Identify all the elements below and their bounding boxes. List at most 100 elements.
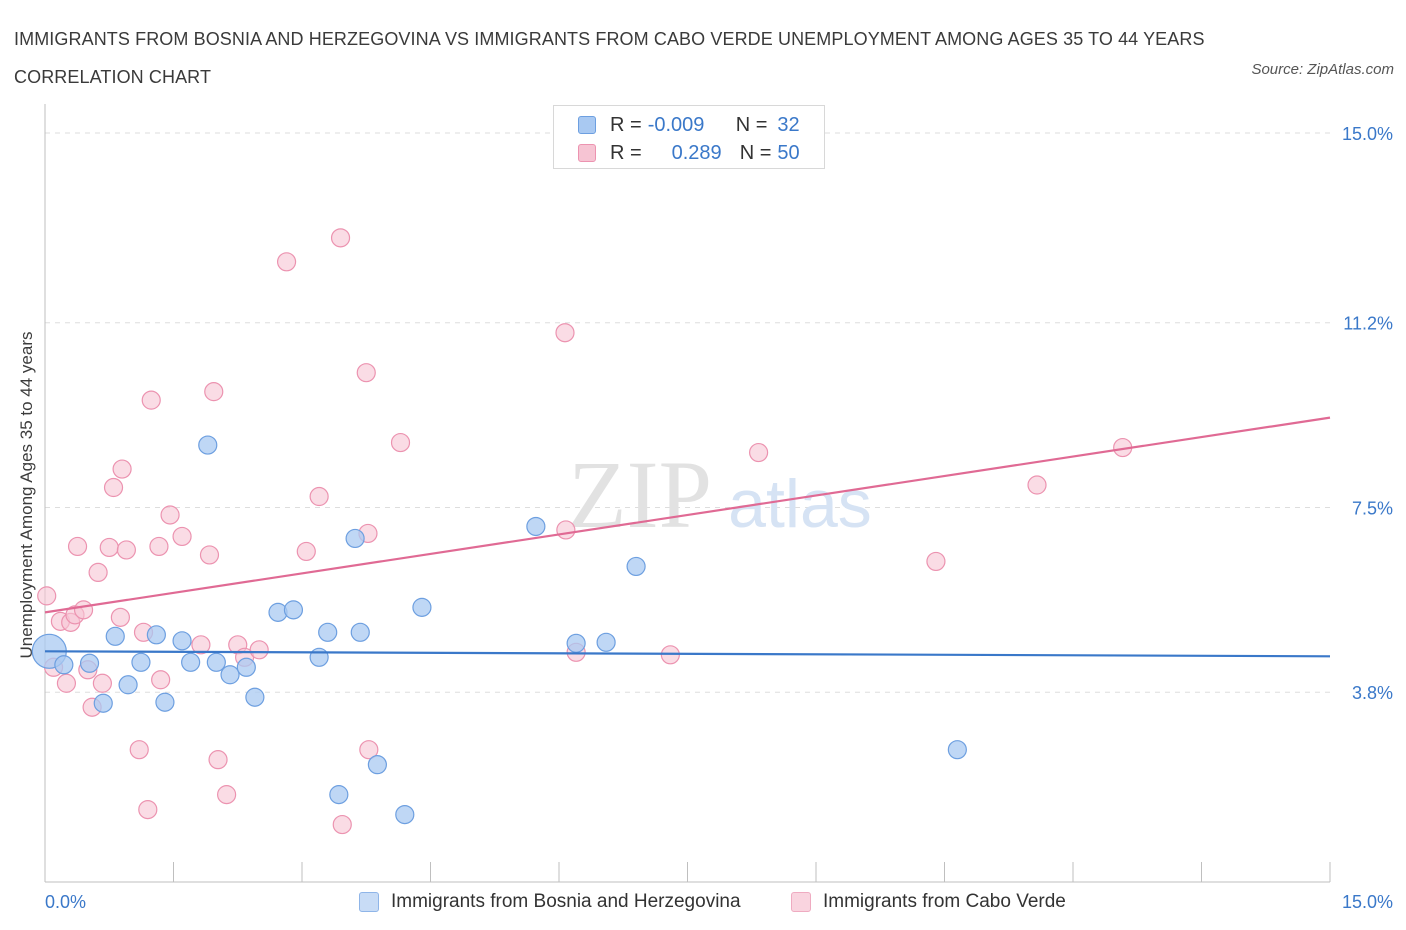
legend-swatch-blue: [578, 116, 596, 134]
bottom-legend-swatch-pink: [791, 892, 811, 912]
tick-labels: 0.0% 15.0% 3.8% 7.5% 11.2% 15.0%: [45, 124, 1393, 912]
point-bosnia: [367, 755, 387, 775]
point-bosnia: [206, 652, 226, 672]
point-bosnia: [198, 435, 218, 455]
bottom-legend-cabo-verde: Immigrants from Cabo Verde: [791, 889, 1066, 915]
source-credit: Source: ZipAtlas.com: [1251, 61, 1394, 78]
point-bosnia: [329, 785, 349, 805]
point-cabo-verde: [390, 432, 411, 453]
point-cabo-verde: [172, 526, 192, 547]
point-cabo-verde: [149, 536, 169, 557]
point-cabo-verde: [103, 477, 124, 498]
legend-r-label: R =: [610, 141, 642, 164]
gridlines: [45, 132, 1330, 693]
bottom-legend-label-cabo-verde: Immigrants from Cabo Verde: [823, 891, 1066, 912]
point-cabo-verde: [110, 607, 130, 627]
point-bosnia: [395, 804, 415, 825]
point-cabo-verde: [67, 536, 88, 557]
point-bosnia: [626, 556, 646, 577]
point-bosnia: [118, 675, 138, 695]
axes: [44, 104, 1331, 883]
y-tick-label: 3.8%: [1352, 683, 1393, 703]
legend-r-value: -0.009: [647, 113, 705, 136]
point-cabo-verde: [926, 551, 946, 572]
bottom-legend-bosnia: Immigrants from Bosnia and Herzegovina: [359, 889, 741, 915]
point-cabo-verde: [276, 252, 297, 272]
point-cabo-verde: [556, 520, 576, 540]
point-bosnia: [245, 687, 265, 707]
point-cabo-verde: [204, 382, 224, 402]
point-cabo-verde: [160, 505, 180, 525]
point-cabo-verde: [129, 740, 149, 760]
point-bosnia: [236, 657, 256, 677]
point-cabo-verde: [555, 323, 575, 343]
point-bosnia: [526, 516, 546, 537]
trend-line-bosnia: [44, 650, 1331, 658]
bottom-legend-swatch-blue: [359, 892, 379, 912]
point-cabo-verde: [92, 673, 112, 693]
point-cabo-verde: [217, 785, 237, 805]
point-bosnia: [412, 597, 432, 617]
point-bosnia: [181, 652, 201, 672]
point-bosnia: [54, 655, 74, 675]
legend-n-label: N =: [739, 141, 772, 164]
point-bosnia: [172, 631, 192, 651]
point-bosnia: [79, 653, 100, 673]
series-bosnia: [31, 435, 967, 825]
point-cabo-verde: [249, 640, 269, 660]
point-bosnia: [947, 740, 967, 760]
point-cabo-verde: [199, 545, 220, 565]
legend-row-cabo-verde: R = 0.289 N = 50: [578, 141, 800, 165]
point-cabo-verde: [73, 600, 94, 620]
point-cabo-verde: [99, 537, 119, 558]
legend-row-bosnia: R = -0.009 N = 32: [578, 113, 800, 137]
point-cabo-verde: [330, 228, 351, 248]
point-cabo-verde: [112, 459, 132, 479]
y-tick-label: 7.5%: [1352, 498, 1393, 518]
point-bosnia: [345, 528, 365, 549]
point-cabo-verde: [749, 442, 769, 463]
point-bosnia: [131, 652, 151, 672]
point-cabo-verde: [359, 740, 379, 760]
y-tick-label: 15.0%: [1342, 124, 1393, 144]
point-cabo-verde: [296, 541, 316, 562]
point-bosnia: [155, 692, 175, 712]
point-cabo-verde: [37, 586, 57, 606]
point-bosnia: [350, 622, 370, 642]
bottom-legend-label-bosnia: Immigrants from Bosnia and Herzegovina: [391, 891, 741, 912]
watermark-zip: ZIP: [568, 441, 712, 548]
point-bosnia: [318, 622, 338, 642]
x-tick-label-max: 15.0%: [1342, 892, 1393, 912]
legend-n-value: 32: [777, 113, 800, 136]
y-tick-label: 11.2%: [1343, 314, 1393, 334]
point-cabo-verde: [208, 750, 228, 770]
point-cabo-verde: [116, 540, 136, 560]
point-cabo-verde: [309, 486, 329, 507]
point-cabo-verde: [356, 363, 376, 383]
legend-r-value: 0.289: [671, 141, 722, 164]
point-bosnia: [93, 693, 113, 713]
point-cabo-verde: [138, 799, 158, 820]
point-bosnia: [309, 647, 329, 667]
legend-n-value: 50: [777, 141, 800, 164]
point-cabo-verde: [56, 673, 77, 693]
chart-title: IMMIGRANTS FROM BOSNIA AND HERZEGOVINA V…: [14, 29, 1205, 87]
point-cabo-verde: [1027, 475, 1047, 495]
trend-line-cabo-verde: [44, 416, 1331, 614]
point-bosnia: [566, 633, 586, 653]
point-cabo-verde: [151, 670, 171, 690]
point-bosnia: [105, 626, 125, 646]
point-bosnia: [146, 625, 166, 645]
x-tick-label-min: 0.0%: [45, 892, 86, 912]
point-bosnia: [596, 632, 616, 652]
point-bosnia: [220, 665, 240, 685]
point-cabo-verde: [88, 562, 108, 583]
point-cabo-verde: [141, 390, 161, 410]
legend-n-label: N =: [735, 113, 768, 136]
legend-swatch-pink: [578, 144, 596, 162]
watermark-atlas: atlas: [728, 466, 872, 542]
point-bosnia: [283, 600, 304, 620]
correlation-legend: R = -0.009 N = 32 R = 0.289 N = 50: [553, 105, 825, 169]
point-cabo-verde: [191, 635, 211, 655]
